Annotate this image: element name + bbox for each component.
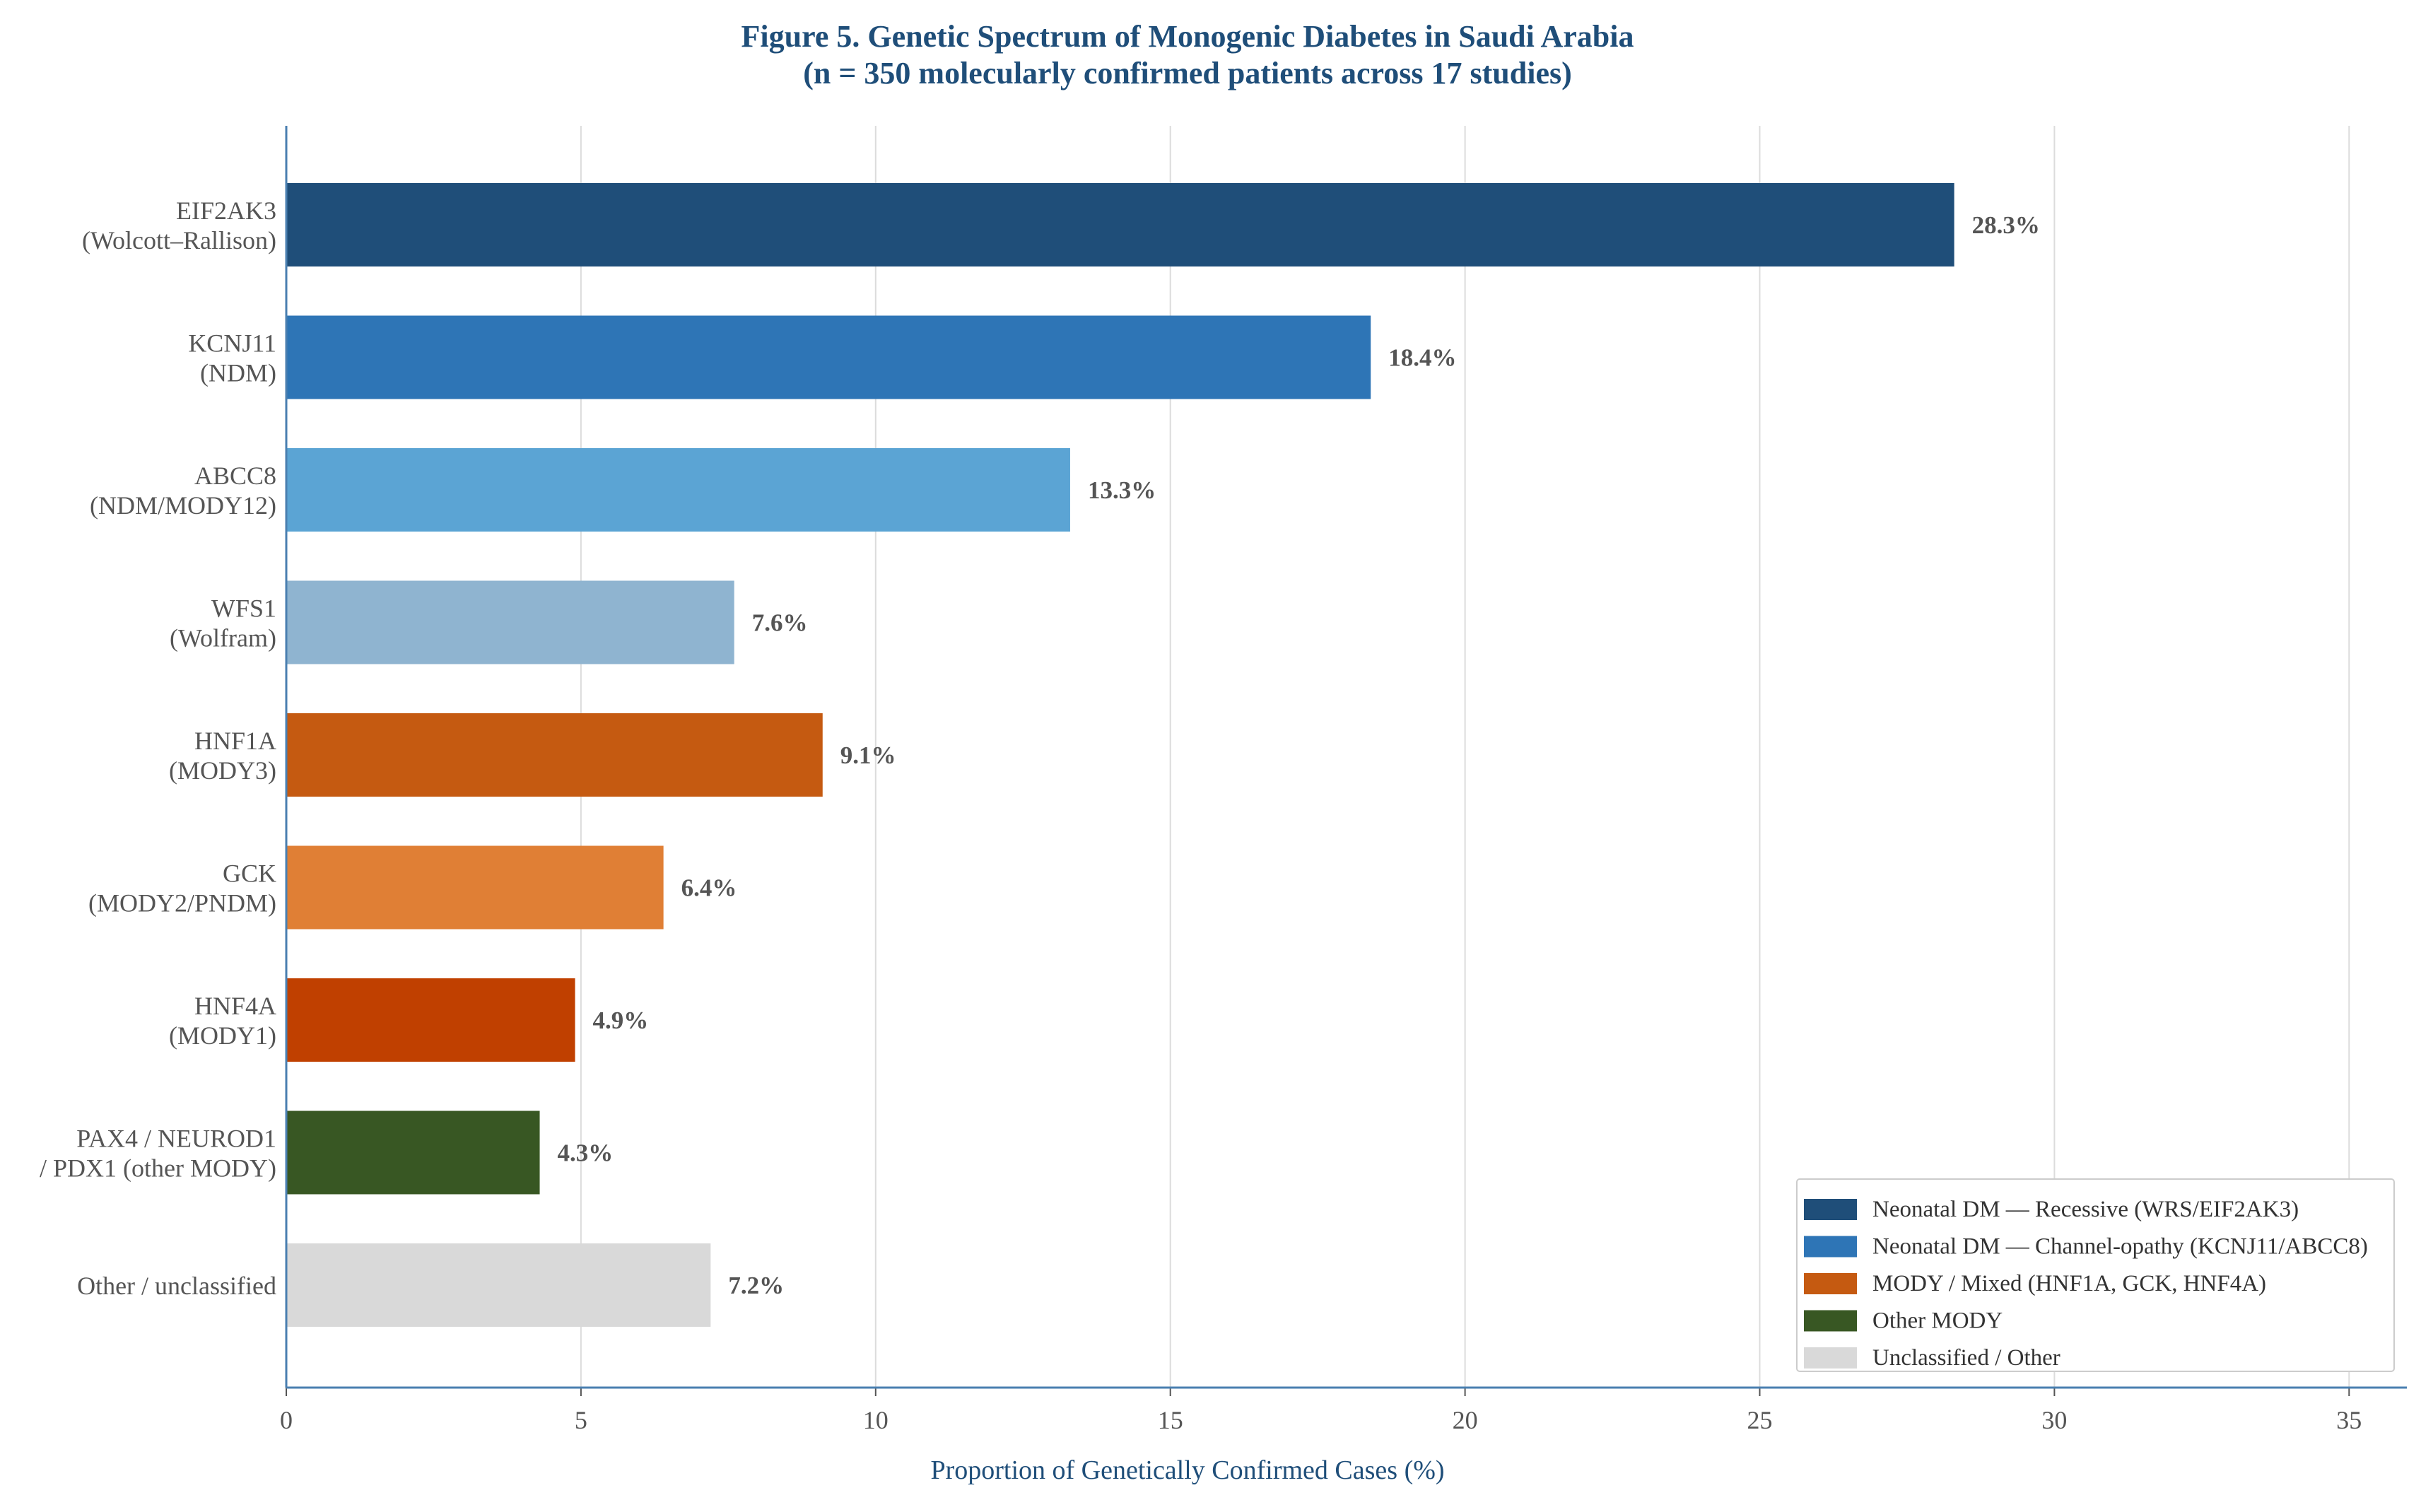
x-axis-label: Proportion of Genetically Confirmed Case… — [930, 1455, 1444, 1485]
category-label: ABCC8 — [194, 462, 276, 490]
x-tick-label: 25 — [1747, 1406, 1773, 1434]
bar — [286, 448, 1070, 532]
bar — [286, 1110, 540, 1195]
legend-swatch — [1804, 1273, 1857, 1294]
category-label: EIF2AK3 — [176, 197, 276, 225]
value-label: 28.3% — [1972, 211, 2040, 239]
category-label: HNF1A — [194, 727, 276, 755]
bar — [286, 978, 575, 1062]
x-tick-label: 20 — [1453, 1406, 1478, 1434]
legend: Neonatal DM — Recessive (WRS/EIF2AK3) Neo… — [1796, 1178, 2395, 1372]
value-label: 18.4% — [1388, 344, 1456, 372]
bar — [286, 183, 1954, 266]
category-label: HNF4A — [194, 992, 276, 1020]
axes: 0 5 10 15 20 25 30 35 EIF2AK3(Wolcott–Rallison) K… — [40, 126, 2407, 1434]
bar — [286, 713, 823, 797]
legend-swatch — [1804, 1199, 1857, 1220]
legend-swatch — [1804, 1310, 1857, 1332]
value-label: 6.4% — [681, 874, 737, 902]
value-label: 13.3% — [1088, 476, 1156, 504]
legend-label: Neonatal DM — Channel-opathy (KCNJ11/ABC… — [1872, 1234, 2368, 1260]
legend-label: Unclassified / Other — [1872, 1345, 2060, 1371]
x-tick-label: 0 — [280, 1406, 293, 1434]
value-label: 7.6% — [752, 609, 808, 637]
category-label: (Wolcott–Rallison) — [82, 226, 276, 254]
value-label: 9.1% — [840, 742, 896, 769]
legend-label: Other MODY — [1872, 1308, 2003, 1334]
bar — [286, 315, 1371, 399]
legend-swatch — [1804, 1347, 1857, 1369]
category-label: GCK — [223, 860, 276, 888]
bar — [286, 580, 734, 664]
value-label: 4.9% — [593, 1007, 649, 1034]
category-label: (NDM/MODY12) — [90, 491, 276, 520]
category-label: (MODY1) — [169, 1021, 276, 1050]
legend-swatch — [1804, 1236, 1857, 1258]
chart-subtitle: (n = 350 molecularly confirmed patients … — [803, 56, 1572, 90]
value-label: 4.3% — [558, 1139, 614, 1167]
x-tick-label: 10 — [863, 1406, 889, 1434]
x-tick-label: 30 — [2041, 1406, 2067, 1434]
legend-label: Neonatal DM — Recessive (WRS/EIF2AK3) — [1872, 1197, 2299, 1222]
category-label: (MODY2/PNDM) — [88, 889, 276, 918]
chart-title: Figure 5. Genetic Spectrum of Monogenic … — [741, 19, 1634, 54]
value-label: 7.2% — [728, 1272, 784, 1299]
category-label: (Wolfram) — [170, 624, 276, 652]
category-label: (MODY3) — [169, 756, 276, 785]
category-label: WFS1 — [211, 594, 276, 623]
x-tick-label: 15 — [1158, 1406, 1183, 1434]
category-label: PAX4 / NEUROD1 — [76, 1125, 276, 1153]
legend-box — [1796, 1178, 2395, 1372]
x-tick-label: 5 — [575, 1406, 587, 1434]
category-label: Other / unclassified — [77, 1272, 276, 1300]
bar — [286, 845, 664, 930]
category-label: KCNJ11 — [188, 329, 276, 358]
bars: 28.3% 18.4% 13.3% 7.6% 9.1% 6.4% 4.9% 4.3% 7.2% — [286, 183, 2040, 1327]
category-label: / PDX1 (other MODY) — [40, 1154, 276, 1183]
x-tick-label: 35 — [2336, 1406, 2362, 1434]
legend-label: MODY / Mixed (HNF1A, GCK, HNF4A) — [1872, 1271, 2266, 1296]
bar — [286, 1243, 711, 1327]
category-label: (NDM) — [200, 359, 276, 387]
